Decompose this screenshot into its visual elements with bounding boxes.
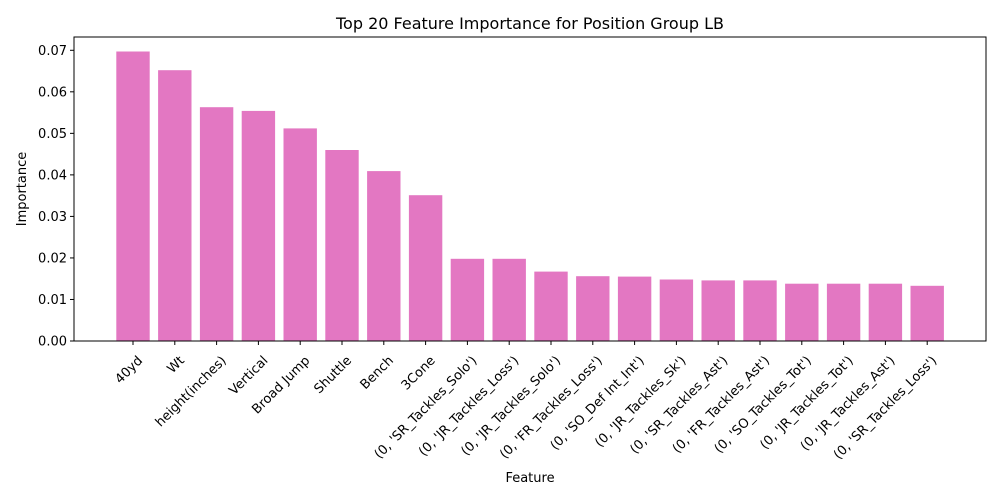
y-axis: 0.00 0.01 0.02 0.03 0.04 0.05 0.06 0.07 [38, 44, 74, 350]
bar [785, 283, 819, 341]
y-tick-label: 0.04 [38, 168, 67, 183]
x-axis-title: Feature [505, 471, 554, 486]
y-tick-label: 0.01 [38, 293, 67, 308]
bar [116, 51, 150, 341]
bar [617, 276, 652, 341]
plot-frame [73, 36, 987, 342]
y-axis-title: Importance [15, 152, 30, 227]
bar [283, 128, 317, 341]
bars-group [116, 51, 944, 342]
bar [450, 258, 485, 341]
bar [659, 279, 694, 341]
bar [241, 110, 276, 342]
bar [701, 280, 735, 341]
bar [534, 271, 568, 341]
bar [576, 276, 610, 341]
bar [826, 283, 861, 341]
bar [910, 285, 944, 341]
y-tick-label: 0.02 [38, 251, 67, 266]
bar [743, 280, 777, 341]
y-tick-label: 0.06 [38, 85, 67, 100]
bar [367, 171, 401, 341]
y-tick-label: 0.00 [38, 335, 67, 350]
bar [868, 283, 903, 341]
y-tick-label: 0.07 [38, 44, 67, 59]
bar [408, 195, 443, 341]
y-tick-label: 0.03 [38, 210, 67, 225]
bar [492, 258, 526, 341]
bar [158, 70, 192, 341]
y-tick-label: 0.05 [38, 127, 67, 142]
bar [199, 107, 234, 341]
chart-title: Top 20 Feature Importance for Position G… [335, 14, 724, 33]
bar [325, 150, 359, 341]
